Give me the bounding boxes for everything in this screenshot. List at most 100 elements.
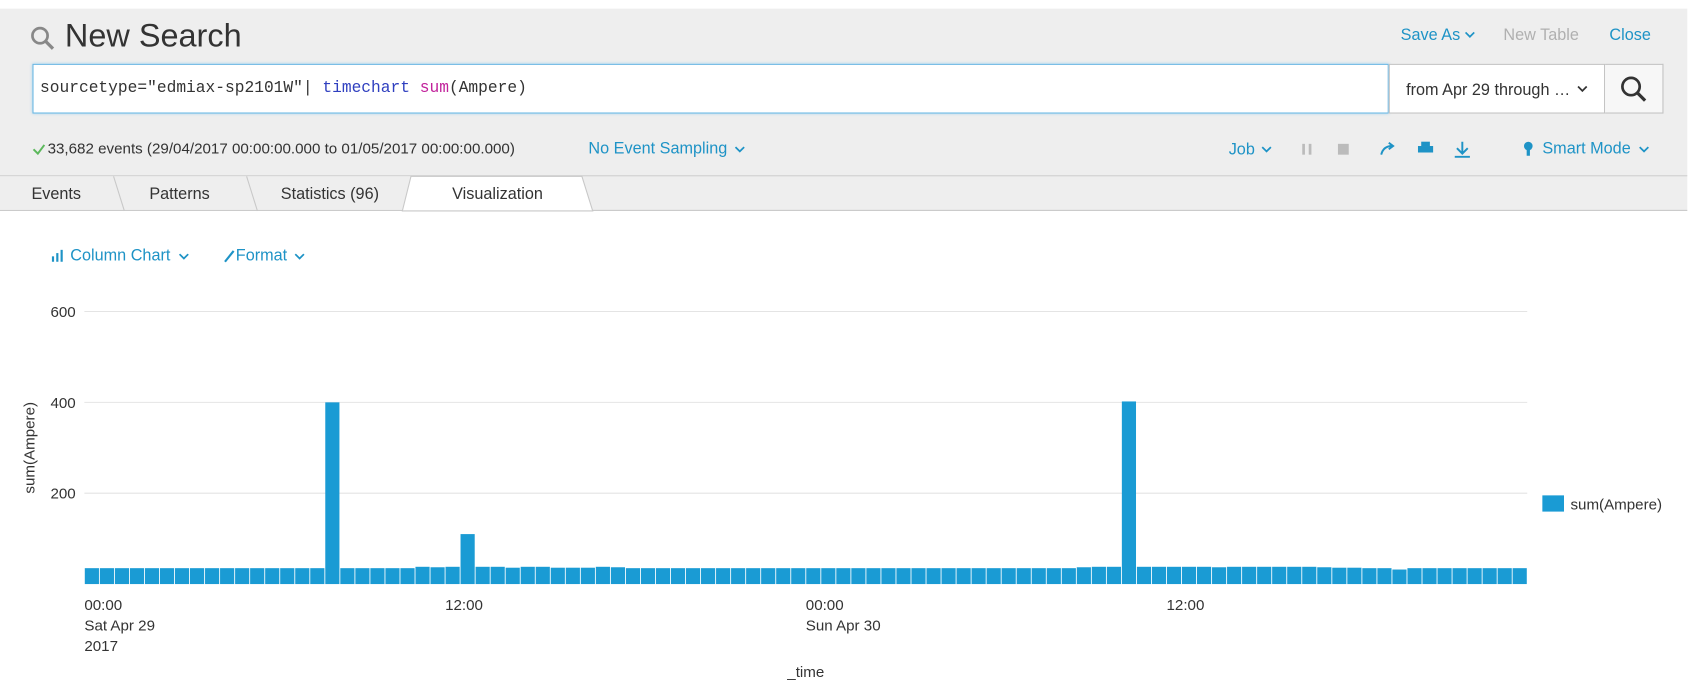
bar	[1151, 566, 1167, 585]
print-icon[interactable]	[1421, 141, 1430, 147]
bar	[114, 568, 130, 585]
search-input[interactable]: sourcetype="edmiax-sp2101W"| timechart s…	[32, 63, 1389, 114]
bar	[205, 568, 220, 585]
bar	[415, 566, 430, 585]
tab[interactable]: Visualization	[452, 185, 543, 203]
chevrons	[178, 31, 1649, 260]
bar	[701, 568, 716, 585]
save-as[interactable]: Save As	[1400, 25, 1461, 45]
bar	[1031, 568, 1046, 585]
bar	[610, 567, 626, 585]
bar	[971, 568, 986, 585]
bar	[731, 568, 746, 585]
bar	[716, 568, 731, 585]
job-menu[interactable]: Job	[1228, 140, 1255, 159]
search-btn-icon	[1621, 76, 1642, 97]
bar	[1362, 568, 1377, 585]
export-icon[interactable]	[1454, 141, 1470, 158]
bar	[580, 567, 595, 585]
bar	[1166, 566, 1182, 585]
bar	[1257, 566, 1272, 585]
bar	[1061, 568, 1076, 585]
bar	[535, 566, 550, 585]
bar	[941, 568, 956, 585]
bar	[866, 568, 881, 585]
bar	[1091, 566, 1106, 585]
bar	[1287, 566, 1302, 585]
bar	[1497, 568, 1512, 585]
bar	[1422, 568, 1437, 585]
x-tick-label: 00:00	[84, 597, 122, 614]
bar	[1317, 567, 1332, 585]
tab[interactable]: Statistics (96)	[281, 185, 379, 203]
pause-icon	[1308, 143, 1312, 155]
mode-menu[interactable]: Smart Mode	[1542, 139, 1631, 158]
tab[interactable]: Events	[31, 185, 81, 203]
bar	[310, 568, 325, 585]
legend-swatch	[1542, 495, 1564, 512]
tab-bg	[0, 176, 412, 210]
bar	[84, 568, 99, 585]
bar	[1392, 569, 1407, 585]
time-range: from Apr 29 through …	[1406, 81, 1571, 100]
bar	[265, 568, 280, 585]
bar	[1377, 568, 1392, 585]
bar	[881, 568, 896, 585]
bar	[1452, 568, 1467, 585]
sampling[interactable]: No Event Sampling	[588, 139, 728, 158]
bar	[280, 568, 295, 585]
format-menu[interactable]: Format	[235, 246, 288, 265]
chart-type[interactable]: Column Chart	[70, 246, 171, 265]
query-part: sourcetype="edmiax-sp2101W"|	[40, 78, 323, 98]
tab-divider	[246, 176, 258, 212]
bar	[1407, 568, 1422, 585]
query-function: sum	[419, 78, 449, 98]
bar	[340, 568, 355, 585]
time-picker[interactable]: from Apr 29 through …	[1388, 63, 1606, 114]
event-count: 33,682 events (29/04/2017 00:00:00.000 t…	[47, 139, 515, 157]
x-tick-label: 2017	[84, 638, 118, 655]
bar	[250, 568, 265, 585]
share-icon[interactable]	[1380, 141, 1395, 155]
legend-label: sum(Ampere)	[1570, 496, 1662, 513]
bar	[445, 566, 460, 585]
x-tick-label: 12:00	[445, 597, 483, 614]
bar	[460, 534, 475, 585]
bar	[99, 568, 114, 585]
chart-icon	[51, 256, 55, 262]
bar	[851, 568, 866, 585]
x-tick-label: 12:00	[1167, 597, 1205, 614]
bar	[190, 568, 205, 585]
tab[interactable]: Patterns	[149, 185, 209, 203]
bar	[1437, 568, 1452, 585]
x-tick-label: Sun Apr 30	[806, 618, 881, 635]
bar	[806, 568, 821, 585]
page-title: New Search	[64, 18, 242, 55]
bar	[746, 568, 761, 585]
bar	[565, 567, 580, 585]
bar	[505, 567, 520, 585]
x-axis-title: _time	[786, 664, 824, 681]
bar	[490, 566, 505, 585]
bar	[1512, 568, 1527, 585]
print-icon[interactable]	[1417, 146, 1434, 153]
search-icon	[31, 26, 49, 45]
stop-icon	[1337, 143, 1349, 155]
bar	[926, 568, 941, 585]
new-table: New Table	[1503, 25, 1579, 45]
search-button[interactable]	[1605, 63, 1664, 114]
bar	[295, 568, 310, 585]
bar	[1136, 566, 1152, 585]
bar	[655, 568, 671, 585]
bar	[400, 568, 415, 585]
query-keyword: timechart	[322, 78, 410, 98]
close[interactable]: Close	[1609, 25, 1651, 45]
bar	[550, 567, 565, 585]
bar	[1347, 567, 1362, 585]
bar	[475, 566, 490, 585]
bar	[986, 568, 1001, 585]
bar	[1076, 567, 1091, 585]
